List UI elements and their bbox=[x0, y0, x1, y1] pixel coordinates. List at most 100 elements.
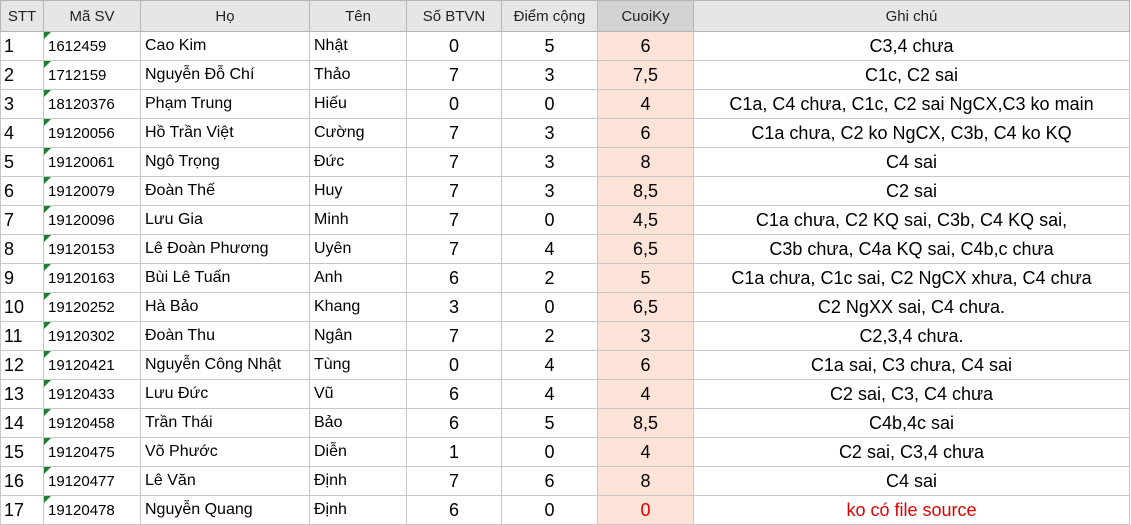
cell-cuoiky[interactable]: 8 bbox=[597, 147, 694, 177]
cell-ho[interactable]: Lưu Đức bbox=[140, 379, 310, 409]
cell-ghi-chu[interactable]: C1a, C4 chưa, C1c, C2 sai NgCX,C3 ko mai… bbox=[693, 89, 1130, 119]
cell-diem-cong[interactable]: 0 bbox=[501, 292, 598, 322]
cell-diem-cong[interactable]: 5 bbox=[501, 408, 598, 438]
cell-ghi-chu[interactable]: C2 sai, C3,4 chưa bbox=[693, 437, 1130, 467]
cell-cuoiky[interactable]: 6 bbox=[597, 31, 694, 61]
cell-cuoiky[interactable]: 6 bbox=[597, 118, 694, 148]
cell-ho[interactable]: Lưu Gia bbox=[140, 205, 310, 235]
cell-ma-sv[interactable]: 19120433 bbox=[43, 379, 141, 409]
cell-ten[interactable]: Diễn bbox=[309, 437, 407, 467]
cell-ghi-chu[interactable]: C2 sai, C3, C4 chưa bbox=[693, 379, 1130, 409]
cell-ten[interactable]: Anh bbox=[309, 263, 407, 293]
cell-so-btvn[interactable]: 6 bbox=[406, 379, 502, 409]
cell-ho[interactable]: Ngô Trọng bbox=[140, 147, 310, 177]
cell-so-btvn[interactable]: 7 bbox=[406, 321, 502, 351]
cell-so-btvn[interactable]: 6 bbox=[406, 495, 502, 525]
cell-ho[interactable]: Phạm Trung bbox=[140, 89, 310, 119]
cell-ten[interactable]: Tùng bbox=[309, 350, 407, 380]
cell-ho[interactable]: Nguyễn Đỗ Chí bbox=[140, 60, 310, 90]
cell-ghi-chu[interactable]: C1c, C2 sai bbox=[693, 60, 1130, 90]
cell-stt[interactable]: 3 bbox=[0, 89, 44, 119]
cell-ma-sv[interactable]: 1612459 bbox=[43, 31, 141, 61]
cell-ten[interactable]: Huy bbox=[309, 176, 407, 206]
cell-diem-cong[interactable]: 0 bbox=[501, 205, 598, 235]
cell-ten[interactable]: Khang bbox=[309, 292, 407, 322]
cell-ten[interactable]: Nhật bbox=[309, 31, 407, 61]
header-ho[interactable]: Họ bbox=[140, 0, 310, 32]
cell-ten[interactable]: Đức bbox=[309, 147, 407, 177]
cell-cuoiky[interactable]: 6,5 bbox=[597, 292, 694, 322]
cell-stt[interactable]: 10 bbox=[0, 292, 44, 322]
cell-ten[interactable]: Uyên bbox=[309, 234, 407, 264]
cell-ma-sv[interactable]: 18120376 bbox=[43, 89, 141, 119]
cell-diem-cong[interactable]: 4 bbox=[501, 379, 598, 409]
cell-so-btvn[interactable]: 6 bbox=[406, 263, 502, 293]
header-ten[interactable]: Tên bbox=[309, 0, 407, 32]
cell-cuoiky[interactable]: 7,5 bbox=[597, 60, 694, 90]
header-so-btvn[interactable]: Số BTVN bbox=[406, 0, 502, 32]
cell-cuoiky[interactable]: 3 bbox=[597, 321, 694, 351]
cell-ma-sv[interactable]: 19120096 bbox=[43, 205, 141, 235]
cell-diem-cong[interactable]: 3 bbox=[501, 176, 598, 206]
cell-diem-cong[interactable]: 3 bbox=[501, 147, 598, 177]
cell-cuoiky[interactable]: 8,5 bbox=[597, 176, 694, 206]
cell-ten[interactable]: Hiếu bbox=[309, 89, 407, 119]
cell-cuoiky[interactable]: 8,5 bbox=[597, 408, 694, 438]
cell-ghi-chu[interactable]: ko có file source bbox=[693, 495, 1130, 525]
cell-ho[interactable]: Hồ Trần Việt bbox=[140, 118, 310, 148]
cell-cuoiky[interactable]: 6 bbox=[597, 350, 694, 380]
cell-so-btvn[interactable]: 3 bbox=[406, 292, 502, 322]
cell-ten[interactable]: Cường bbox=[309, 118, 407, 148]
cell-ho[interactable]: Trần Thái bbox=[140, 408, 310, 438]
header-cuoiky[interactable]: CuoiKy bbox=[597, 0, 694, 32]
cell-cuoiky[interactable]: 4 bbox=[597, 89, 694, 119]
cell-diem-cong[interactable]: 0 bbox=[501, 437, 598, 467]
cell-diem-cong[interactable]: 0 bbox=[501, 495, 598, 525]
cell-stt[interactable]: 12 bbox=[0, 350, 44, 380]
cell-ma-sv[interactable]: 19120056 bbox=[43, 118, 141, 148]
cell-stt[interactable]: 14 bbox=[0, 408, 44, 438]
cell-ma-sv[interactable]: 1712159 bbox=[43, 60, 141, 90]
cell-diem-cong[interactable]: 3 bbox=[501, 118, 598, 148]
cell-ten[interactable]: Minh bbox=[309, 205, 407, 235]
cell-ghi-chu[interactable]: C3,4 chưa bbox=[693, 31, 1130, 61]
cell-ma-sv[interactable]: 19120477 bbox=[43, 466, 141, 496]
cell-diem-cong[interactable]: 2 bbox=[501, 263, 598, 293]
cell-diem-cong[interactable]: 6 bbox=[501, 466, 598, 496]
cell-ghi-chu[interactable]: C4b,4c sai bbox=[693, 408, 1130, 438]
header-ma-sv[interactable]: Mã SV bbox=[43, 0, 141, 32]
cell-so-btvn[interactable]: 1 bbox=[406, 437, 502, 467]
cell-ghi-chu[interactable]: C1a chưa, C2 ko NgCX, C3b, C4 ko KQ bbox=[693, 118, 1130, 148]
cell-so-btvn[interactable]: 0 bbox=[406, 31, 502, 61]
cell-diem-cong[interactable]: 5 bbox=[501, 31, 598, 61]
cell-diem-cong[interactable]: 4 bbox=[501, 234, 598, 264]
cell-stt[interactable]: 17 bbox=[0, 495, 44, 525]
cell-so-btvn[interactable]: 7 bbox=[406, 176, 502, 206]
cell-ten[interactable]: Ngân bbox=[309, 321, 407, 351]
cell-ma-sv[interactable]: 19120061 bbox=[43, 147, 141, 177]
cell-ten[interactable]: Vũ bbox=[309, 379, 407, 409]
cell-so-btvn[interactable]: 7 bbox=[406, 60, 502, 90]
header-stt[interactable]: STT bbox=[0, 0, 44, 32]
cell-ghi-chu[interactable]: C2 NgXX sai, C4 chưa. bbox=[693, 292, 1130, 322]
cell-so-btvn[interactable]: 7 bbox=[406, 118, 502, 148]
cell-ma-sv[interactable]: 19120302 bbox=[43, 321, 141, 351]
cell-stt[interactable]: 7 bbox=[0, 205, 44, 235]
cell-stt[interactable]: 16 bbox=[0, 466, 44, 496]
cell-ho[interactable]: Võ Phước bbox=[140, 437, 310, 467]
cell-cuoiky[interactable]: 6,5 bbox=[597, 234, 694, 264]
cell-ghi-chu[interactable]: C2 sai bbox=[693, 176, 1130, 206]
cell-ho[interactable]: Đoàn Thu bbox=[140, 321, 310, 351]
cell-cuoiky[interactable]: 0 bbox=[597, 495, 694, 525]
cell-ten[interactable]: Định bbox=[309, 495, 407, 525]
cell-ten[interactable]: Bảo bbox=[309, 408, 407, 438]
cell-so-btvn[interactable]: 7 bbox=[406, 466, 502, 496]
cell-diem-cong[interactable]: 4 bbox=[501, 350, 598, 380]
cell-ten[interactable]: Thảo bbox=[309, 60, 407, 90]
cell-ho[interactable]: Bùi Lê Tuấn bbox=[140, 263, 310, 293]
cell-stt[interactable]: 6 bbox=[0, 176, 44, 206]
cell-ma-sv[interactable]: 19120421 bbox=[43, 350, 141, 380]
cell-ghi-chu[interactable]: C4 sai bbox=[693, 466, 1130, 496]
cell-so-btvn[interactable]: 0 bbox=[406, 89, 502, 119]
cell-ghi-chu[interactable]: C3b chưa, C4a KQ sai, C4b,c chưa bbox=[693, 234, 1130, 264]
